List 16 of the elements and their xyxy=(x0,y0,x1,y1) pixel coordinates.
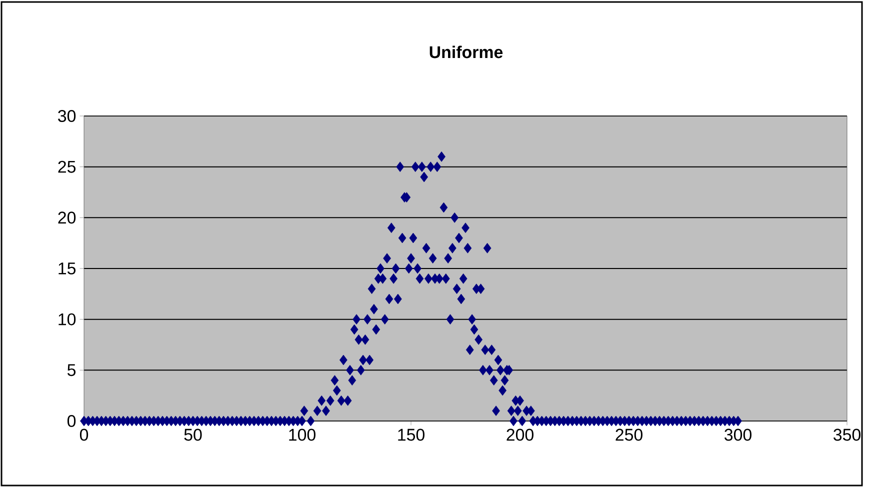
y-tick-label: 15 xyxy=(58,262,76,274)
x-tick-label: 250 xyxy=(616,428,642,441)
y-tick-label: 30 xyxy=(58,110,76,122)
x-tick-label: 300 xyxy=(724,428,752,441)
x-tick-label: 50 xyxy=(184,428,202,441)
x-tick-label: 100 xyxy=(289,428,316,441)
y-tick-label: 25 xyxy=(58,160,76,173)
x-tick-label: 350 xyxy=(834,428,860,441)
chart-title: Uniforme xyxy=(430,46,503,58)
y-tick-label: 20 xyxy=(58,212,76,224)
x-tick-label: 200 xyxy=(506,428,534,441)
y-tick-label: 10 xyxy=(58,313,76,326)
y-tick-label: 5 xyxy=(67,364,76,376)
x-tick-label: 150 xyxy=(398,428,424,441)
x-tick-label: 0 xyxy=(80,428,88,441)
y-tick-label: 0 xyxy=(67,414,76,427)
